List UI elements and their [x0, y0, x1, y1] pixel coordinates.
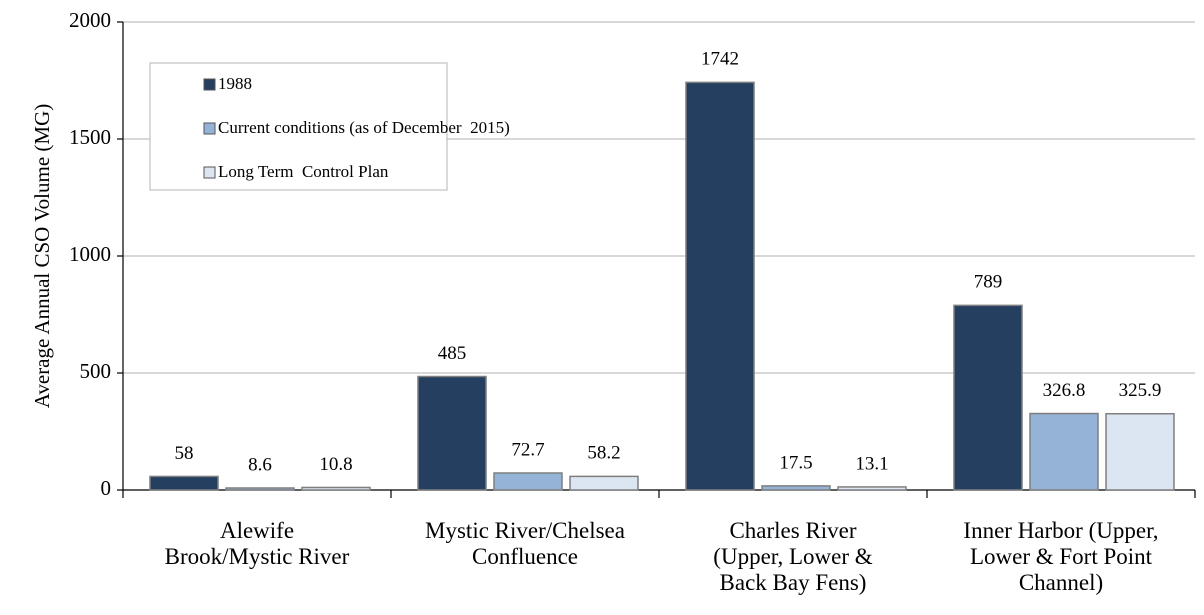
bar	[493, 472, 563, 491]
legend-swatch	[203, 166, 216, 179]
bar	[837, 486, 907, 491]
bar	[761, 485, 831, 491]
y-tick-label: 1000	[69, 242, 111, 266]
bar	[953, 304, 1023, 491]
legend-label: Long Term Control Plan	[218, 162, 389, 181]
bar	[685, 81, 755, 491]
data-label: 485	[438, 343, 467, 364]
data-label: 326.8	[1043, 380, 1086, 401]
data-label: 8.6	[248, 454, 272, 475]
data-label: 58	[175, 443, 194, 464]
bar	[1105, 412, 1175, 491]
y-tick-label: 0	[101, 476, 112, 500]
legend-label: 1988	[218, 74, 252, 93]
bar	[149, 475, 219, 491]
bar	[569, 475, 639, 491]
data-label: 72.7	[511, 439, 544, 460]
data-label: 1742	[701, 49, 739, 70]
bar	[301, 486, 371, 491]
y-tick-label: 1500	[69, 125, 111, 149]
legend-swatch	[203, 122, 216, 135]
data-label: 17.5	[779, 452, 812, 473]
x-tick-label: Mystic River/Chelsea Confluence	[425, 518, 625, 569]
y-axis-label: Average Annual CSO Volume (MG)	[30, 104, 54, 408]
legend-swatch	[203, 78, 216, 91]
x-tick-label: Alewife Brook/Mystic River	[164, 518, 350, 569]
bar	[417, 375, 487, 491]
data-label: 789	[974, 272, 1003, 293]
legend-label: Current conditions (as of December 2015)	[218, 118, 510, 137]
data-label: 10.8	[319, 454, 352, 475]
y-tick-label: 500	[80, 359, 112, 383]
data-label: 58.2	[587, 443, 620, 464]
legend-box	[149, 62, 448, 191]
data-label: 13.1	[855, 453, 888, 474]
x-tick-label: Inner Harbor (Upper, Lower & Fort Point …	[963, 518, 1159, 595]
bar	[1029, 412, 1099, 491]
bar	[225, 487, 295, 491]
data-label: 325.9	[1119, 380, 1162, 401]
x-tick-label: Charles River (Upper, Lower & Back Bay F…	[713, 518, 873, 595]
y-tick-label: 2000	[69, 8, 111, 32]
